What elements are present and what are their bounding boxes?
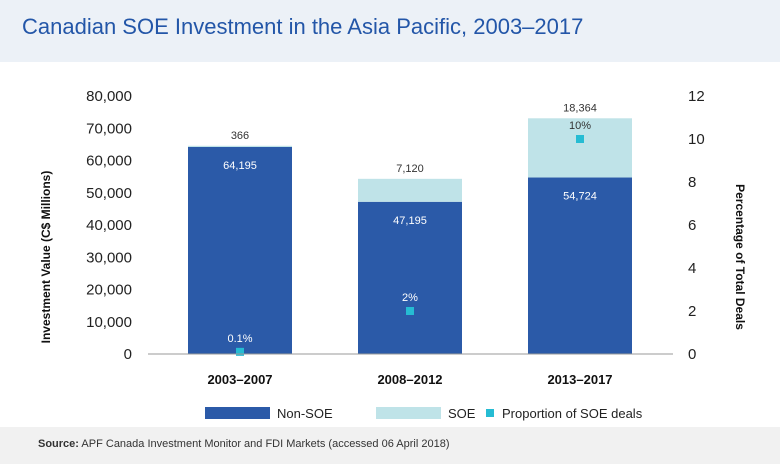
bar-non-soe [528,177,632,354]
bar-label-soe: 7,120 [396,163,424,175]
y-tick-label: 60,000 [86,153,132,170]
y2-tick-label: 6 [688,217,696,234]
legend-swatch-soe [376,407,441,419]
y-tick-label: 80,000 [86,88,132,105]
x-tick-label: 2013–2017 [547,372,612,387]
bar-label-non-soe: 47,195 [393,215,427,227]
y-tick-label: 50,000 [86,185,132,202]
y-tick-label: 70,000 [86,120,132,137]
y2-axis-label: Percentage of Total Deals [733,184,747,330]
proportion-marker [406,307,414,315]
y2-tick-label: 4 [688,260,696,277]
bar-label-non-soe: 64,195 [223,160,257,172]
header-band: Canadian SOE Investment in the Asia Paci… [0,0,780,62]
y2-tick-label: 10 [688,131,705,148]
x-tick-label: 2003–2007 [207,372,272,387]
bars: 64,195 366 0.1% 47,195 7,120 2% 54,724 18,364 10… [188,102,632,356]
proportion-marker [236,347,244,356]
y-tick-label: 30,000 [86,249,132,266]
y-tick-label: 10,000 [86,314,132,331]
legend-swatch-non-soe [205,407,270,419]
bar-label-soe: 366 [231,130,249,142]
source-note: Source: APF Canada Investment Monitor an… [38,438,449,450]
bar-soe [188,145,292,147]
bar-soe [358,178,462,202]
legend-label-soe: SOE [448,406,476,421]
legend-label-non-soe: Non-SOE [277,406,333,421]
legend: Non-SOE SOE Proportion of SOE deals [205,406,643,421]
chart-title: Canadian SOE Investment in the Asia Paci… [22,14,584,39]
y2-tick-label: 0 [688,346,696,363]
bar-label-soe: 18,364 [563,102,597,114]
y-tick-label: 40,000 [86,217,132,234]
y-tick-label: 0 [124,346,132,363]
source-text: APF Canada Investment Monitor and FDI Ma… [81,438,450,450]
proportion-label: 10% [569,120,591,132]
footer-band: Source: APF Canada Investment Monitor an… [0,427,780,464]
bar-label-non-soe: 54,724 [563,191,597,203]
proportion-label: 2% [402,292,418,304]
y-axis-label: Investment Value (C$ Millions) [39,171,53,344]
source-label: Source: [38,438,79,450]
proportion-label: 0.1% [227,333,252,345]
chart-area: 0 10,000 20,000 30,000 40,000 50,000 60,000 70,… [39,88,747,421]
y-axis-left: 0 10,000 20,000 30,000 40,000 50,000 60,000 70,… [86,88,132,363]
y-axis-right: 0 2 4 6 8 10 12 [688,88,705,363]
bar-soe [528,118,632,178]
proportion-marker [576,135,584,143]
y2-tick-label: 2 [688,303,696,320]
y2-tick-label: 12 [688,88,705,105]
legend-swatch-proportion [486,409,494,417]
legend-label-proportion: Proportion of SOE deals [502,406,643,421]
bar-non-soe [188,146,292,354]
y-tick-label: 20,000 [86,282,132,299]
bar-non-soe [358,201,462,354]
x-axis: 2003–2007 2008–2012 2013–2017 [207,372,612,387]
x-tick-label: 2008–2012 [377,372,442,387]
y2-tick-label: 8 [688,174,696,191]
